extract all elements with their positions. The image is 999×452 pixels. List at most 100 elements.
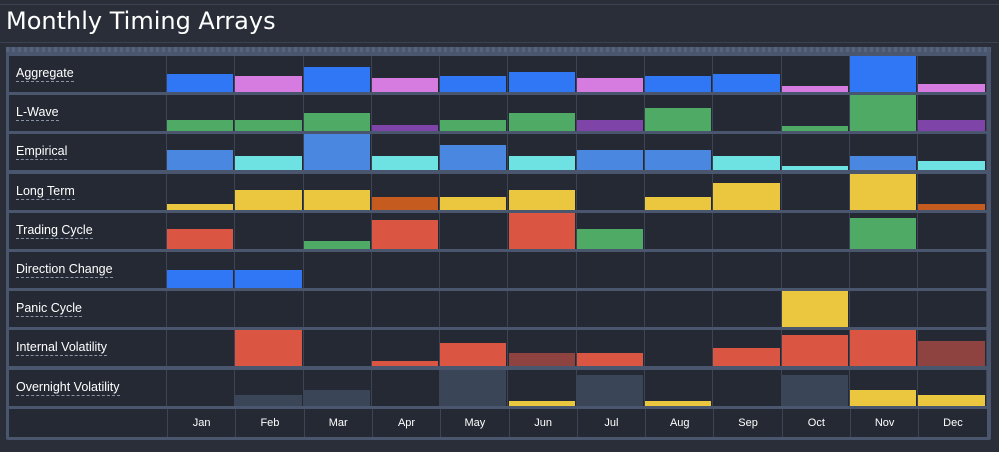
month-cell (509, 252, 577, 288)
month-cell (782, 252, 850, 288)
month-cell (304, 291, 372, 328)
month-cell (577, 252, 646, 288)
month-cell (713, 173, 782, 210)
timing-bar[interactable] (645, 196, 712, 210)
month-cell (235, 56, 304, 92)
timing-bar[interactable] (850, 389, 917, 406)
timing-bar[interactable] (440, 343, 507, 367)
timing-bar[interactable] (645, 150, 712, 171)
timing-bar[interactable] (781, 166, 848, 171)
timing-bar[interactable] (508, 353, 575, 367)
timing-bar[interactable] (713, 348, 780, 367)
timing-bar[interactable] (167, 228, 234, 249)
month-cell (235, 134, 304, 171)
month-cell (440, 330, 509, 367)
row-label[interactable]: Panic Cycle (16, 301, 82, 318)
timing-bar[interactable] (371, 196, 439, 210)
row-label[interactable]: Overnight Volatility (16, 379, 120, 396)
month-cell (781, 56, 850, 92)
timing-bar[interactable] (440, 76, 507, 92)
timing-bar[interactable] (440, 369, 507, 406)
timing-bar[interactable] (167, 150, 234, 171)
timing-bar[interactable] (850, 217, 917, 249)
month-cell (576, 56, 646, 92)
month-cell (303, 212, 372, 249)
timing-bar[interactable] (235, 270, 302, 288)
month-label: Sep (713, 409, 781, 437)
row-label[interactable]: Aggregate (16, 66, 74, 82)
timing-bar[interactable] (235, 76, 302, 92)
timing-bar[interactable] (850, 95, 917, 132)
timing-bar[interactable] (235, 330, 302, 367)
timing-bar[interactable] (303, 240, 370, 249)
month-label: Jan (167, 409, 235, 437)
month-cell (371, 212, 441, 249)
row-label[interactable]: Internal Volatility (16, 340, 108, 357)
timing-bar[interactable] (508, 212, 575, 249)
timing-bar[interactable] (576, 150, 644, 171)
timing-bar[interactable] (508, 72, 575, 92)
timing-bar[interactable] (850, 173, 917, 210)
timing-bar[interactable] (371, 125, 439, 132)
timing-bar[interactable] (235, 156, 302, 171)
timing-bar[interactable] (371, 78, 439, 92)
month-cell (713, 291, 782, 328)
timing-bar[interactable] (508, 400, 575, 406)
timing-bar[interactable] (303, 189, 370, 210)
timing-bar[interactable] (303, 113, 370, 132)
month-axis: Jan Feb Mar Apr May Jun Jul Aug Sep Oct Nov Dec (9, 409, 987, 437)
row-label[interactable]: Long Term (16, 183, 75, 200)
timing-bar[interactable] (781, 374, 848, 406)
timing-bar[interactable] (918, 341, 985, 367)
timing-bar[interactable] (918, 394, 985, 406)
timing-bar[interactable] (440, 145, 507, 171)
timing-bar[interactable] (713, 156, 780, 171)
timing-bar[interactable] (918, 161, 985, 171)
timing-bar[interactable] (303, 134, 370, 171)
timing-bar[interactable] (781, 291, 848, 328)
timing-bar[interactable] (645, 76, 712, 92)
timing-bar[interactable] (918, 84, 985, 92)
timing-bar[interactable] (576, 228, 644, 249)
timing-bar[interactable] (918, 203, 985, 210)
row-label[interactable]: Empirical (16, 144, 68, 161)
timing-bar[interactable] (303, 67, 370, 92)
timing-bar[interactable] (508, 113, 575, 132)
timing-bar[interactable] (167, 203, 234, 210)
month-label: Jul (576, 409, 645, 437)
timing-bar[interactable] (576, 120, 644, 132)
timing-bar[interactable] (713, 74, 780, 92)
timing-bar[interactable] (167, 120, 234, 132)
row-label[interactable]: Direction Change (16, 262, 113, 278)
timing-bar[interactable] (781, 126, 848, 132)
month-cell (235, 252, 304, 288)
timing-bar[interactable] (440, 120, 507, 132)
timing-bar[interactable] (508, 156, 575, 171)
timing-bar[interactable] (713, 182, 780, 210)
timing-bar[interactable] (781, 335, 848, 367)
timing-bar[interactable] (576, 78, 644, 92)
timing-bar[interactable] (440, 196, 507, 210)
row-label[interactable]: Trading Cycle (16, 222, 93, 239)
timing-bar[interactable] (576, 374, 644, 406)
timing-bar[interactable] (850, 330, 917, 367)
timing-bar[interactable] (508, 189, 575, 210)
timing-bar[interactable] (235, 120, 302, 132)
timing-bar[interactable] (645, 108, 712, 132)
timing-bar[interactable] (167, 270, 234, 288)
timing-bar[interactable] (371, 156, 439, 171)
month-label: Apr (371, 409, 440, 437)
timing-bar[interactable] (918, 120, 985, 132)
timing-bar[interactable] (303, 389, 370, 406)
timing-bar[interactable] (167, 74, 234, 92)
timing-bar[interactable] (850, 56, 917, 92)
row-label[interactable]: L-Wave (16, 105, 59, 122)
timing-bar[interactable] (645, 400, 712, 406)
timing-bar[interactable] (576, 353, 644, 367)
timing-bar[interactable] (235, 189, 302, 210)
timing-bar[interactable] (781, 86, 848, 92)
timing-bar[interactable] (235, 394, 302, 406)
timing-bar[interactable] (850, 156, 917, 171)
timing-bar[interactable] (371, 219, 439, 249)
timing-bar[interactable] (371, 361, 439, 367)
